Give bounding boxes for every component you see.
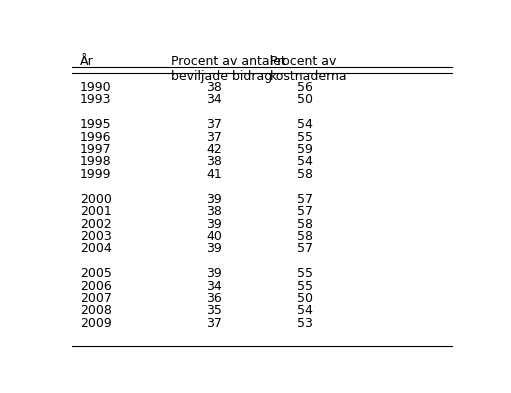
Text: 58: 58 <box>297 168 313 181</box>
Text: 2002: 2002 <box>80 218 111 231</box>
Text: 39: 39 <box>206 267 222 280</box>
Text: 34: 34 <box>206 94 222 107</box>
Text: 58: 58 <box>297 218 313 231</box>
Text: 35: 35 <box>206 305 222 318</box>
Text: 1990: 1990 <box>80 81 111 94</box>
Text: 2001: 2001 <box>80 205 111 218</box>
Text: 37: 37 <box>206 131 222 144</box>
Text: 2003: 2003 <box>80 230 111 243</box>
Text: 1999: 1999 <box>80 168 111 181</box>
Text: 58: 58 <box>297 230 313 243</box>
Text: 57: 57 <box>297 205 313 218</box>
Text: 2009: 2009 <box>80 317 111 330</box>
Text: 37: 37 <box>206 317 222 330</box>
Text: 56: 56 <box>297 81 313 94</box>
Text: 2007: 2007 <box>80 292 111 305</box>
Text: 39: 39 <box>206 242 222 255</box>
Text: 54: 54 <box>297 156 313 169</box>
Text: 1996: 1996 <box>80 131 111 144</box>
Text: År: År <box>80 55 94 68</box>
Text: 2006: 2006 <box>80 279 111 292</box>
Text: 55: 55 <box>297 267 313 280</box>
Text: 42: 42 <box>206 143 222 156</box>
Text: 2004: 2004 <box>80 242 111 255</box>
Text: 34: 34 <box>206 279 222 292</box>
Text: 59: 59 <box>297 143 313 156</box>
Text: Procent av antalet
beviljade bidrag: Procent av antalet beviljade bidrag <box>171 55 286 83</box>
Text: 1993: 1993 <box>80 94 111 107</box>
Text: 38: 38 <box>206 205 222 218</box>
Text: 2008: 2008 <box>80 305 111 318</box>
Text: 57: 57 <box>297 193 313 206</box>
Text: Procent av
kostnaderna: Procent av kostnaderna <box>270 55 347 83</box>
Text: 1995: 1995 <box>80 118 111 131</box>
Text: 41: 41 <box>206 168 222 181</box>
Text: 53: 53 <box>297 317 313 330</box>
Text: 50: 50 <box>297 94 313 107</box>
Text: 55: 55 <box>297 279 313 292</box>
Text: 1997: 1997 <box>80 143 111 156</box>
Text: 57: 57 <box>297 242 313 255</box>
Text: 55: 55 <box>297 131 313 144</box>
Text: 2005: 2005 <box>80 267 111 280</box>
Text: 1998: 1998 <box>80 156 111 169</box>
Text: 50: 50 <box>297 292 313 305</box>
Text: 54: 54 <box>297 118 313 131</box>
Text: 37: 37 <box>206 118 222 131</box>
Text: 38: 38 <box>206 156 222 169</box>
Text: 54: 54 <box>297 305 313 318</box>
Text: 38: 38 <box>206 81 222 94</box>
Text: 39: 39 <box>206 193 222 206</box>
Text: 36: 36 <box>206 292 222 305</box>
Text: 40: 40 <box>206 230 222 243</box>
Text: 2000: 2000 <box>80 193 111 206</box>
Text: 39: 39 <box>206 218 222 231</box>
